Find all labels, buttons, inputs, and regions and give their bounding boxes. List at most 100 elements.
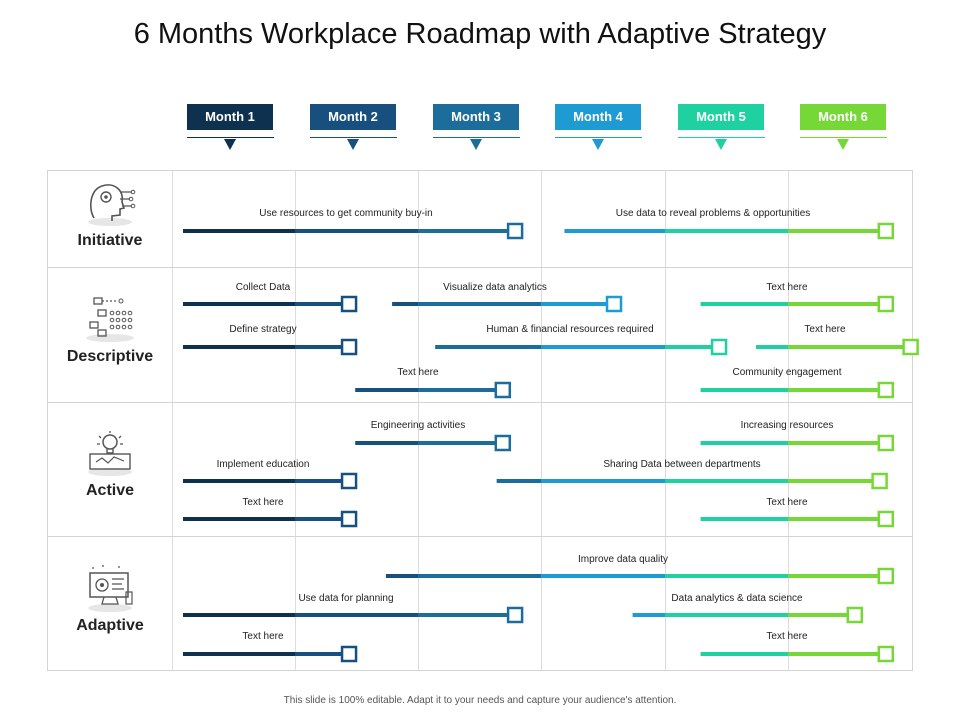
month-4-header: Month 4	[555, 104, 641, 130]
timeline-bar	[183, 510, 358, 528]
bar-end-marker	[877, 222, 895, 240]
grid-row-divider-3	[47, 536, 913, 537]
bar-label: Text here	[766, 631, 808, 642]
month-4-marker-icon	[592, 139, 604, 150]
timeline-bar	[435, 338, 728, 356]
month-1-underline	[187, 137, 274, 138]
grid-row-divider-2	[47, 402, 913, 403]
month-5-header: Month 5	[678, 104, 764, 130]
timeline-bar	[183, 295, 358, 313]
bar-segment	[295, 517, 350, 521]
grid-divider-month-3	[418, 171, 419, 670]
bar-segment	[392, 302, 418, 306]
bar-label: Text here	[766, 497, 808, 508]
month-6-marker-icon	[837, 139, 849, 150]
bar-segment	[700, 388, 788, 392]
bar-segment	[665, 345, 720, 349]
bar-segment	[665, 229, 788, 233]
month-3-marker-icon	[470, 139, 482, 150]
bar-label: Data analytics & data science	[671, 593, 803, 604]
bar-label: Use data for planning	[298, 593, 394, 604]
bar-label: Use data to reveal problems & opportunit…	[615, 208, 811, 219]
bar-segment	[665, 479, 788, 483]
timeline-bar	[183, 606, 524, 624]
bar-segment	[496, 479, 541, 483]
bar-end-marker	[605, 295, 623, 313]
month-1-marker-icon	[224, 139, 236, 150]
bar-segment	[385, 574, 418, 578]
month-6-header: Month 6	[800, 104, 886, 130]
bar-segment	[418, 229, 516, 233]
row-label-adaptive: Adaptive	[76, 617, 144, 634]
bar-segment	[700, 517, 788, 521]
grid-divider-month-4	[541, 171, 542, 670]
month-1-header: Month 1	[187, 104, 273, 130]
bar-segment	[355, 441, 418, 445]
bar-segment	[541, 345, 665, 349]
bar-label: Sharing Data between departments	[603, 459, 761, 470]
grid-divider-month-5	[665, 171, 666, 670]
month-3-underline	[433, 137, 520, 138]
bar-segment	[700, 652, 788, 656]
bar-segment	[564, 229, 665, 233]
bar-end-marker	[506, 222, 524, 240]
bar-label: Visualize data analytics	[443, 282, 547, 293]
bar-label: Text here	[804, 324, 846, 335]
row-label-initiative: Initiative	[77, 232, 143, 249]
timeline-bar	[355, 381, 512, 399]
bar-end-marker	[871, 472, 888, 490]
bar-end-marker	[340, 338, 358, 356]
bar-segment	[788, 613, 855, 617]
bar-label: Engineering activities	[370, 420, 466, 431]
bar-segment	[788, 574, 886, 578]
bar-segment	[295, 479, 350, 483]
month-2-underline	[310, 137, 397, 138]
bar-end-marker	[340, 472, 358, 490]
bar-label: Define strategy	[229, 324, 297, 335]
timeline-bar	[564, 222, 895, 240]
bar-end-marker	[340, 295, 358, 313]
month-2-header: Month 2	[310, 104, 396, 130]
bar-label: Community engagement	[732, 367, 842, 378]
bar-segment	[183, 229, 295, 233]
bar-segment	[665, 574, 788, 578]
bar-end-marker	[877, 645, 895, 663]
bar-end-marker	[902, 338, 919, 356]
timeline-bar	[700, 510, 895, 528]
bar-segment	[295, 229, 418, 233]
bar-end-marker	[877, 434, 895, 452]
lightbulb-icon	[88, 431, 132, 476]
flowchart-icon	[86, 297, 134, 342]
bar-segment	[700, 302, 788, 306]
bar-segment	[418, 441, 503, 445]
bar-segment	[788, 517, 886, 521]
timeline-bar	[392, 295, 623, 313]
bar-segment	[418, 302, 541, 306]
row-label-descriptive: Descriptive	[66, 348, 154, 365]
bar-segment	[632, 613, 665, 617]
timeline-bar	[700, 381, 895, 399]
bar-segment	[418, 388, 503, 392]
bar-end-marker	[506, 606, 524, 624]
bar-segment	[541, 302, 614, 306]
timeline-bar	[700, 434, 895, 452]
month-3-header: Month 3	[433, 104, 519, 130]
bar-end-marker	[340, 645, 358, 663]
timeline-bar	[496, 472, 888, 490]
grid-divider-label-column	[172, 171, 173, 670]
bar-segment	[541, 574, 665, 578]
bar-segment	[295, 345, 350, 349]
bar-segment	[700, 441, 788, 445]
bar-segment	[183, 345, 295, 349]
month-5-underline	[678, 137, 765, 138]
timeline-bar	[183, 222, 524, 240]
bar-label: Human & financial resources required	[486, 324, 654, 335]
bar-end-marker	[494, 434, 512, 452]
bar-label: Increasing resources	[740, 420, 834, 431]
bar-end-marker	[494, 381, 512, 399]
bar-segment	[755, 345, 788, 349]
bar-label: Text here	[242, 631, 284, 642]
bar-segment	[183, 613, 295, 617]
bar-segment	[541, 479, 665, 483]
